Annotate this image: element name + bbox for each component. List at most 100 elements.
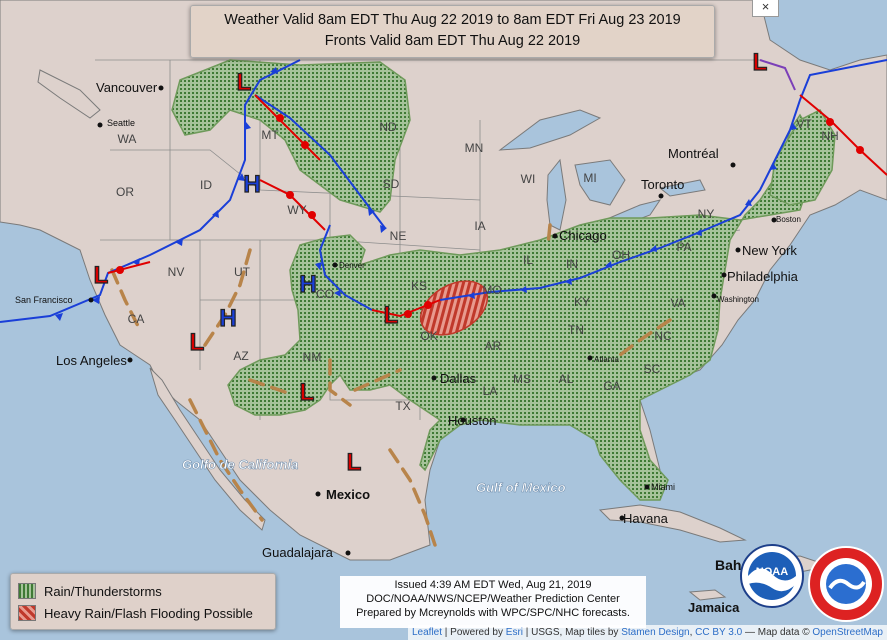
state-label: ND — [379, 120, 397, 134]
land-baja — [149, 367, 266, 531]
issuance-info-box: Issued 4:39 AM EDT Wed, Aug 21, 2019 DOC… — [340, 576, 646, 628]
rain-area-northern-plains — [171, 59, 411, 213]
city-label: Chicago — [559, 228, 607, 243]
state-label: KS — [411, 279, 427, 293]
city-dots — [88, 85, 777, 556]
land-cuba — [598, 504, 747, 543]
issued-time: Issued 4:39 AM EDT Wed, Aug 21, 2019 — [394, 579, 592, 591]
legend-flood-label: Heavy Rain/Flash Flooding Possible — [44, 605, 253, 621]
state-label: AR — [485, 339, 502, 353]
noaa-logo-icon[interactable]: NOAA — [740, 544, 804, 608]
rain-area-northeast — [769, 109, 836, 206]
fronts-valid-title: Fronts Valid 8am EDT Thu Aug 22 2019 — [324, 33, 581, 49]
state-label: UT — [234, 265, 251, 279]
state-label: MI — [583, 171, 596, 185]
city-label: Jamaica — [688, 600, 740, 615]
state-label: WA — [118, 132, 137, 146]
state-label: AZ — [233, 349, 248, 363]
state-label: SD — [383, 177, 400, 191]
state-label: WY — [287, 203, 306, 217]
state-label: IL — [523, 253, 533, 267]
city-label: Dallas — [440, 371, 477, 386]
flood-swatch-icon — [18, 605, 36, 621]
occluded-front — [759, 59, 796, 91]
city-label: Miami — [651, 482, 675, 492]
attribution-powered: | Powered by — [442, 627, 506, 638]
attribution-usgs: | USGS, Map tiles by — [523, 627, 622, 638]
low-pressure-center: L — [300, 379, 315, 406]
city-label: Los Angeles — [56, 353, 127, 368]
agency-text: DOC/NOAA/NWS/NCEP/Weather Prediction Cen… — [366, 593, 620, 605]
state-label: CO — [316, 287, 334, 301]
state-label: LA — [483, 384, 498, 398]
state-label: NE — [390, 229, 407, 243]
state-label: OK — [420, 329, 437, 343]
high-pressure-center: H — [299, 271, 316, 298]
state-label: CA — [128, 312, 145, 326]
state-label: NC — [654, 329, 672, 343]
state-label: MN — [465, 141, 484, 155]
stamen-link[interactable]: Stamen Design — [621, 627, 690, 638]
esri-link[interactable]: Esri — [505, 627, 524, 638]
state-label: GA — [603, 379, 620, 393]
state-label: MT — [261, 128, 279, 142]
city-label: Philadelphia — [727, 269, 799, 284]
state-label: KY — [574, 295, 590, 309]
water-label: Gulf of Mexico — [476, 480, 566, 495]
svg-text:NOAA: NOAA — [756, 566, 788, 578]
land-jamaica — [688, 589, 727, 601]
land-vancouver-island — [37, 69, 101, 119]
city-label: Seattle — [107, 118, 135, 128]
rain-swatch-icon — [18, 583, 36, 599]
state-label: WI — [521, 172, 536, 186]
city-label: Washington — [717, 295, 759, 304]
state-label: IN — [566, 257, 578, 271]
low-pressure-center: L — [384, 302, 399, 329]
map-legend: Rain/Thunderstorms Heavy Rain/Flash Floo… — [10, 573, 276, 630]
map-attribution: Leaflet | Powered by Esri | USGS, Map ti… — [408, 625, 887, 640]
state-label: TN — [568, 323, 584, 337]
city-label: Atlanta — [594, 355, 619, 364]
legend-rain-label: Rain/Thunderstorms — [44, 583, 162, 599]
state-label: TX — [395, 399, 410, 413]
city-label: Vancouver — [96, 80, 158, 95]
state-label: ID — [200, 178, 212, 192]
state-label: NM — [303, 350, 322, 364]
city-label: New York — [742, 243, 797, 258]
state-label: IA — [474, 219, 485, 233]
state-label: MS — [513, 372, 531, 386]
close-button[interactable]: × — [752, 0, 779, 17]
low-pressure-center: L — [94, 262, 109, 289]
rain-areas — [171, 59, 836, 501]
low-pressure-center: L — [753, 49, 768, 76]
attribution-mapdata: — Map data © — [742, 627, 813, 638]
osm-link[interactable]: OpenStreetMap — [812, 627, 883, 638]
city-label: Toronto — [641, 177, 684, 192]
state-label: NY — [698, 207, 715, 221]
water-label: Golfo de California — [182, 457, 298, 472]
high-pressure-center: H — [243, 171, 260, 198]
legend-row-flood: Heavy Rain/Flash Flooding Possible — [18, 602, 275, 624]
city-label: Mexico — [326, 487, 370, 502]
city-label: San Francisco — [15, 295, 73, 305]
prepared-by: Prepared by Mcreynolds with WPC/SPC/NHC … — [356, 607, 630, 619]
forecast-title-box: Weather Valid 8am EDT Thu Aug 22 2019 to… — [190, 5, 715, 58]
low-pressure-center: L — [347, 449, 362, 476]
forecast-valid-title: Weather Valid 8am EDT Thu Aug 22 2019 to… — [224, 12, 681, 28]
legend-row-rain: Rain/Thunderstorms — [18, 580, 275, 602]
rain-area-central-southeast — [227, 113, 816, 501]
city-label: Houston — [448, 413, 496, 428]
state-label: PA — [676, 240, 691, 254]
city-label: Havana — [623, 511, 669, 526]
state-label: OR — [116, 185, 134, 199]
leaflet-link[interactable]: Leaflet — [412, 627, 443, 638]
low-pressure-center: L — [237, 69, 252, 96]
city-label: Guadalajara — [262, 545, 334, 560]
state-label: NV — [168, 265, 185, 279]
nws-logo-icon[interactable] — [808, 546, 884, 622]
state-label: AL — [559, 372, 574, 386]
warm-front-bumps — [116, 114, 864, 318]
cc-link[interactable]: CC BY 3.0 — [695, 627, 743, 638]
state-label: MO — [482, 283, 501, 297]
